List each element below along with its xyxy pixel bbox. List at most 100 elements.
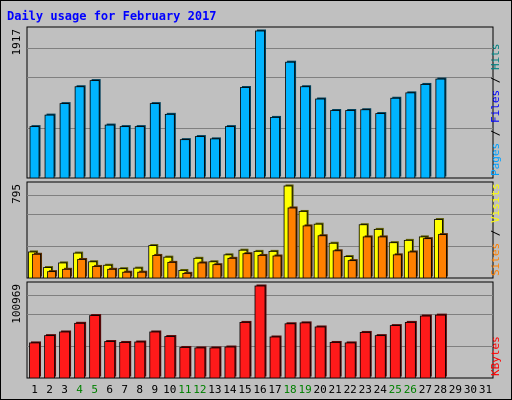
bar-sites-day-19 (302, 225, 312, 279)
bar-sites-day-20 (317, 235, 327, 279)
bar-kbytes-day-17 (269, 336, 281, 379)
legend-entry: / (489, 70, 502, 90)
bar-kbytes-day-5 (89, 315, 101, 379)
bar-sites-day-3 (62, 268, 71, 279)
bar-kbytes-day-11 (179, 347, 191, 379)
bar-kbytes-day-2 (44, 335, 55, 379)
bar-sites-day-15 (242, 253, 252, 279)
bar-kbytes-day-7 (119, 342, 131, 379)
bar-pages-day-26 (405, 92, 416, 179)
bar-kbytes-day-16 (254, 285, 266, 379)
bar-pages-day-28 (435, 78, 446, 179)
bar-kbytes-day-10 (164, 336, 176, 379)
bar-sites-day-22 (347, 260, 357, 279)
legend-entry: Hits (489, 44, 502, 71)
bar-sites-day-10 (167, 261, 177, 279)
bar-sites-day-8 (137, 271, 147, 279)
x-tick-day-17: 17 (268, 383, 281, 396)
bar-kbytes-day-1 (29, 342, 40, 379)
bar-kbytes-day-4 (74, 322, 86, 379)
x-tick-day-31: 31 (479, 383, 492, 396)
y-max-label: 795 (10, 184, 23, 204)
x-tick-day-23: 23 (359, 383, 372, 396)
bar-kbytes-day-22 (344, 342, 356, 379)
bar-pages-day-25 (390, 97, 401, 179)
bar-kbytes-day-21 (329, 342, 341, 379)
x-tick-day-22: 22 (344, 383, 357, 396)
x-tick-day-13: 13 (208, 383, 221, 396)
bar-kbytes-day-24 (374, 335, 386, 379)
bar-pages-day-7 (119, 126, 130, 179)
bar-kbytes-day-6 (104, 341, 116, 379)
panel-1: 1917 Pages / Files / Hits (10, 26, 502, 179)
bar-pages-day-11 (179, 139, 190, 179)
bar-pages-day-8 (134, 126, 145, 179)
legend-entry: Sites (489, 243, 502, 276)
panel-3: 100969 KBytes (10, 281, 502, 379)
bar-pages-day-5 (89, 80, 100, 179)
bar-sites-day-1 (32, 253, 41, 279)
bar-kbytes-day-28 (434, 314, 446, 379)
bar-sites-day-9 (152, 255, 162, 279)
bar-sites-day-26 (407, 251, 417, 279)
bar-pages-day-13 (210, 138, 220, 179)
legend-entry: Files (489, 90, 502, 123)
bar-kbytes-day-27 (419, 315, 431, 379)
bar-pages-day-20 (315, 98, 326, 179)
panel-legend: Pages / Files / Hits (489, 44, 502, 177)
bar-pages-day-15 (240, 87, 250, 179)
bar-pages-day-4 (74, 86, 85, 179)
bar-sites-day-6 (107, 268, 117, 279)
bar-pages-day-22 (345, 110, 356, 179)
bar-sites-day-28 (437, 234, 447, 279)
bar-pages-day-6 (104, 124, 115, 179)
x-tick-day-8: 8 (136, 383, 143, 396)
bar-pages-day-18 (285, 61, 295, 179)
bar-kbytes-day-25 (389, 325, 401, 379)
bar-sites-day-23 (362, 236, 372, 279)
bar-kbytes-day-12 (194, 347, 206, 379)
bar-kbytes-day-13 (209, 347, 221, 379)
x-tick-day-4: 4 (76, 383, 83, 396)
x-tick-day-7: 7 (121, 383, 128, 396)
x-tick-day-12: 12 (193, 383, 206, 396)
bar-sites-day-4 (77, 259, 87, 279)
y-max-label: 100969 (10, 284, 23, 324)
bar-sites-day-2 (47, 271, 56, 279)
x-tick-day-21: 21 (329, 383, 342, 396)
x-tick-day-28: 28 (434, 383, 447, 396)
bar-kbytes-day-26 (404, 322, 416, 379)
x-tick-day-10: 10 (163, 383, 176, 396)
bar-sites-day-7 (122, 271, 132, 279)
bar-sites-day-11 (182, 272, 192, 279)
bar-kbytes-day-14 (224, 346, 236, 379)
bar-sites-day-14 (227, 257, 237, 279)
bar-pages-day-3 (59, 103, 70, 179)
x-tick-day-24: 24 (374, 383, 388, 396)
bar-pages-day-17 (270, 117, 280, 179)
x-axis-day-labels: 1 2 3 4 5 6 7 8 9 10 11 12 13 14 15 16 17 18 19 20 21 22 23 24 2… (31, 383, 492, 396)
bar-pages-day-9 (149, 103, 160, 179)
y-max-label: 1917 (10, 29, 23, 56)
legend-entry: KBytes (489, 336, 502, 376)
bar-sites-day-18 (287, 207, 297, 279)
bar-kbytes-day-3 (59, 331, 70, 379)
legend-entry: / (489, 223, 502, 243)
x-tick-day-19: 19 (298, 383, 311, 396)
bar-kbytes-day-8 (134, 341, 146, 379)
bar-sites-day-16 (257, 255, 267, 279)
bar-sites-day-17 (272, 255, 282, 279)
bar-kbytes-day-15 (239, 322, 251, 379)
bar-pages-day-24 (375, 113, 386, 179)
x-tick-day-18: 18 (283, 383, 296, 396)
x-tick-day-30: 30 (464, 383, 477, 396)
bar-kbytes-day-18 (284, 323, 296, 379)
bar-sites-day-12 (197, 262, 207, 279)
x-tick-day-16: 16 (253, 383, 266, 396)
bar-pages-day-21 (330, 110, 341, 179)
x-tick-day-9: 9 (151, 383, 158, 396)
chart-title: Daily usage for February 2017 (7, 9, 217, 23)
bar-pages-day-19 (300, 86, 310, 179)
bar-sites-day-24 (377, 236, 387, 279)
